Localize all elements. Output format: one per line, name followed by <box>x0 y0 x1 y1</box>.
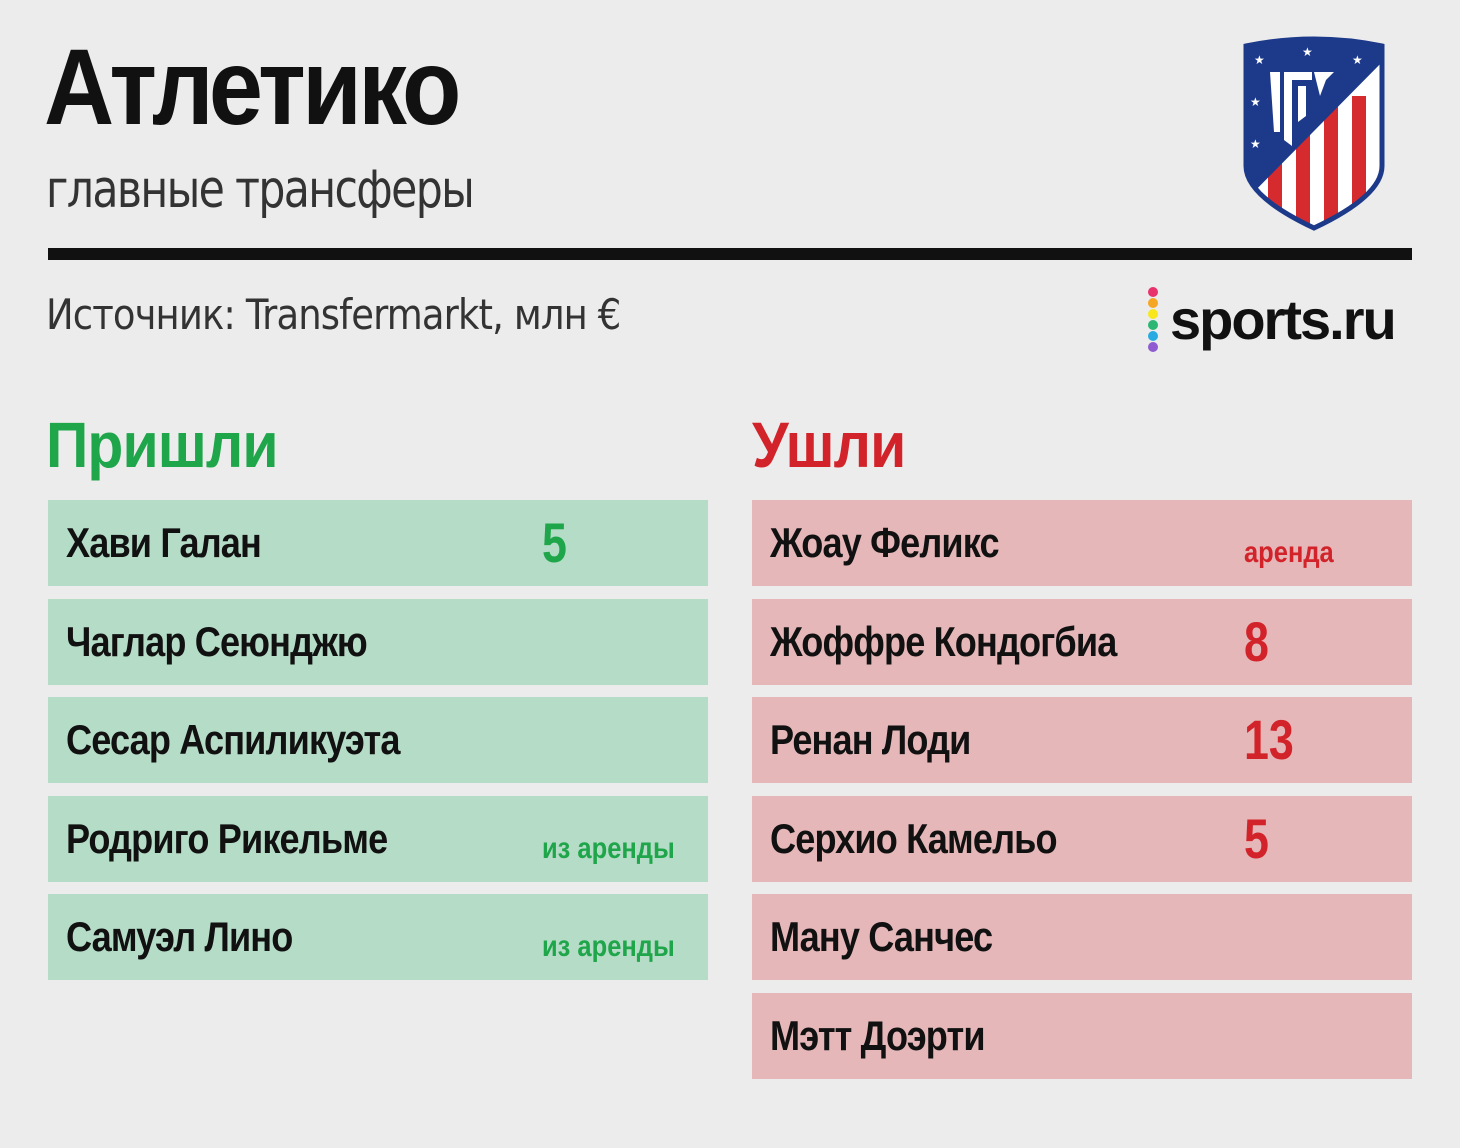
departure-row: Серхио Камельо 5 <box>752 795 1412 882</box>
transfer-fee: 13 <box>1244 708 1294 771</box>
arrival-row: Родриго Рикельме из аренды <box>48 795 708 882</box>
player-name: Родриго Рикельме <box>66 814 388 862</box>
logo-dots-icon <box>1146 287 1160 352</box>
svg-text:★: ★ <box>1352 53 1363 67</box>
player-name: Ренан Лоди <box>770 716 971 763</box>
arrival-row: Чаглар Сеюнджю <box>48 598 708 685</box>
arrival-row: Хави Галан 5 <box>48 500 708 586</box>
transfer-fee: 8 <box>1244 609 1269 673</box>
player-name: Серхио Камельо <box>770 814 1058 862</box>
player-name: Самуэл Лино <box>66 913 293 960</box>
player-name: Ману Санчес <box>770 913 993 960</box>
logo-dot <box>1148 298 1158 308</box>
transfer-note: из аренды <box>542 831 675 865</box>
svg-text:★: ★ <box>1338 129 1349 143</box>
departure-row: Жоау Феликс аренда <box>752 500 1412 586</box>
transfer-fee: 5 <box>542 511 567 574</box>
player-name: Жоффре Кондогбиа <box>770 617 1117 665</box>
transfer-note: из аренды <box>542 930 675 963</box>
logo-dot <box>1148 331 1158 341</box>
transfer-fee: 5 <box>1244 806 1269 870</box>
player-name: Мэтт Доэрти <box>770 1011 986 1059</box>
page-subtitle: главные трансферы <box>46 160 475 220</box>
departures-heading: Ушли <box>752 409 906 481</box>
arrival-row: Самуэл Лино из аренды <box>48 894 708 980</box>
transfer-note: аренда <box>1244 536 1334 569</box>
departure-row: Ренан Лоди 13 <box>752 697 1412 783</box>
departure-row: Жоффре Кондогбиа 8 <box>752 598 1412 685</box>
player-name: Сесар Аспиликуэта <box>66 716 400 763</box>
svg-text:★: ★ <box>1302 45 1313 59</box>
arrival-row: Сесар Аспиликуэта <box>48 697 708 783</box>
logo-text: sports.ru <box>1170 287 1397 351</box>
player-name: Хави Галан <box>66 519 262 566</box>
player-name: Чаглар Сеюнджю <box>66 617 368 665</box>
departures-list: Жоау Феликс аренда Жоффре Кондогбиа 8 Ре… <box>752 500 1412 1091</box>
arrivals-heading: Пришли <box>46 409 279 481</box>
sports-ru-logo: sports.ru <box>1146 286 1397 352</box>
departure-row: Ману Санчес <box>752 894 1412 980</box>
atletico-madrid-crest-icon: ★ ★ ★ ★ ★ ★ ★ <box>1243 36 1385 231</box>
source-note: Источник: Transfermarkt, млн € <box>46 290 621 339</box>
departure-row: Мэтт Доэрти <box>752 992 1412 1079</box>
logo-dot <box>1148 287 1158 297</box>
header-divider <box>48 248 1412 260</box>
svg-text:★: ★ <box>1250 95 1261 109</box>
logo-dot <box>1148 309 1158 319</box>
logo-dot <box>1148 320 1158 330</box>
svg-text:★: ★ <box>1254 53 1265 67</box>
logo-dot <box>1148 342 1158 352</box>
page-title: Атлетико <box>44 26 461 147</box>
svg-text:★: ★ <box>1366 87 1377 101</box>
player-name: Жоау Феликс <box>770 519 1000 566</box>
svg-text:★: ★ <box>1250 137 1261 151</box>
arrivals-list: Хави Галан 5 Чаглар Сеюнджю Сесар Аспили… <box>48 500 708 993</box>
